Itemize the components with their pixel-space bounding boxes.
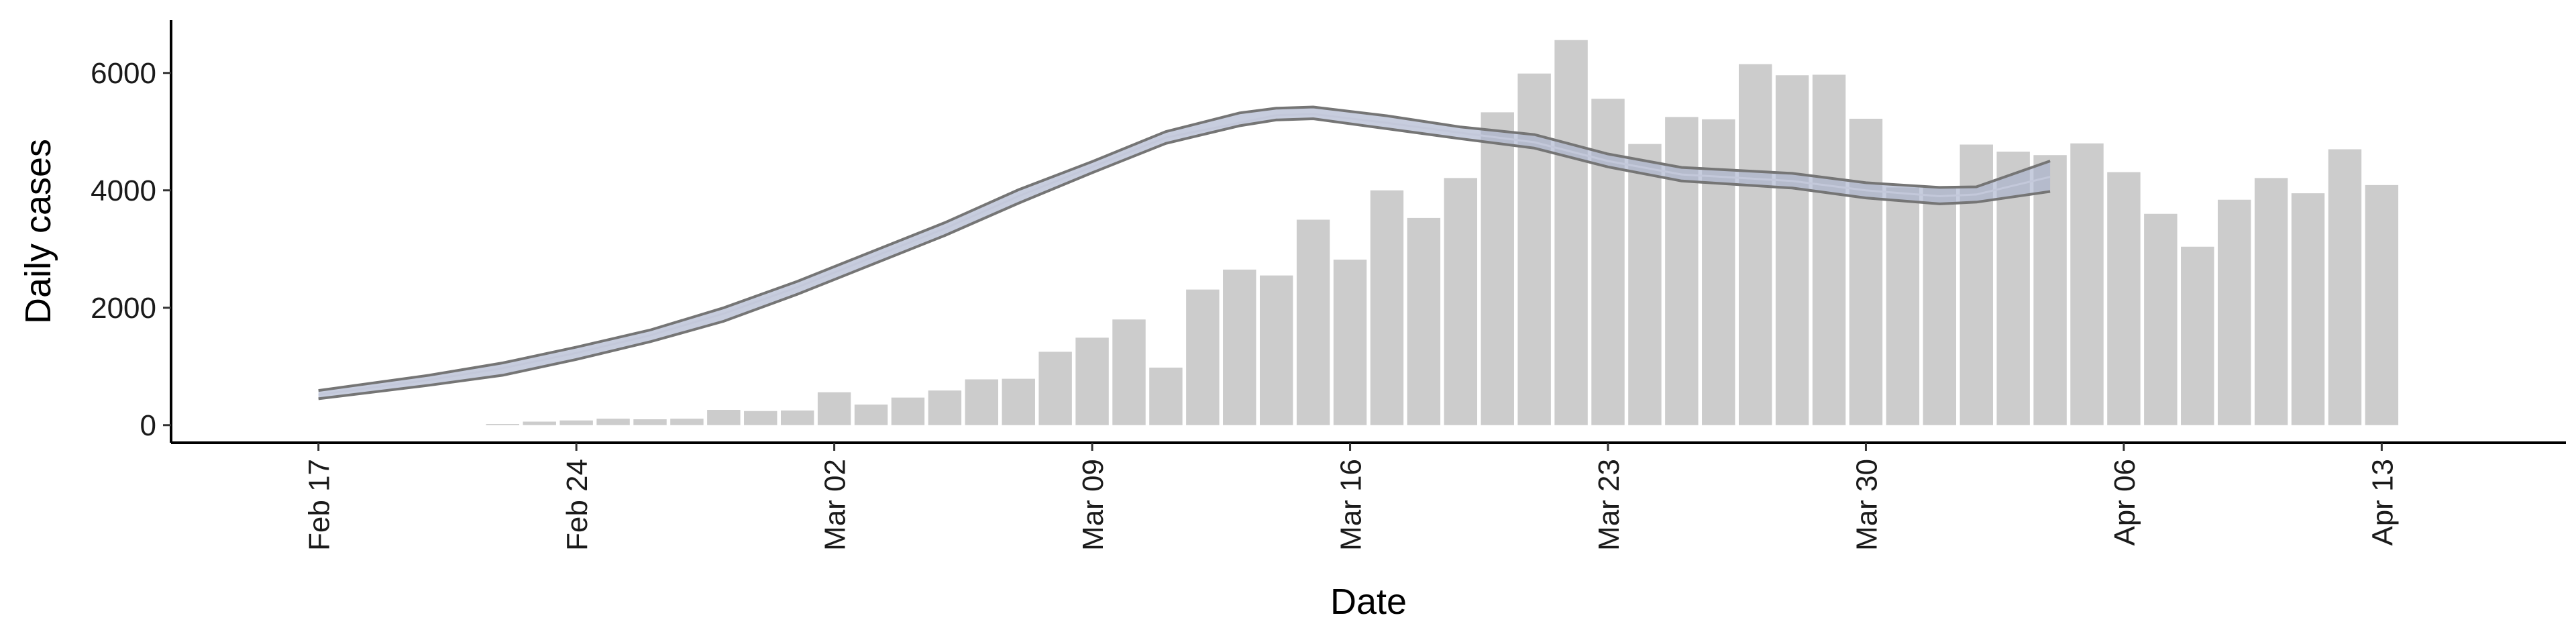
ribbon-layer	[318, 105, 2051, 400]
bar	[670, 419, 704, 425]
bar	[707, 410, 741, 425]
y-tick-label: 6000	[91, 57, 156, 90]
bar	[1186, 289, 1220, 425]
bar	[817, 392, 851, 425]
bar	[1444, 178, 1478, 425]
bar	[1812, 74, 1846, 425]
bar	[2328, 149, 2362, 425]
y-tick-label: 4000	[91, 174, 156, 207]
bar	[2291, 193, 2325, 425]
x-tick-label: Mar 09	[1077, 459, 1110, 551]
bar	[1259, 275, 1293, 425]
bar	[2144, 213, 2178, 425]
bar	[2033, 155, 2067, 425]
bar	[1591, 99, 1625, 425]
bar	[1554, 40, 1588, 425]
bars-layer	[486, 40, 2399, 425]
bar	[1407, 217, 1441, 425]
bar	[1628, 144, 1662, 425]
bar	[1075, 337, 1109, 425]
x-tick-label: Mar 23	[1593, 459, 1625, 551]
bar	[1738, 64, 1772, 425]
bar	[1333, 260, 1367, 425]
bar	[1775, 75, 1809, 425]
bar	[1223, 269, 1256, 425]
bar	[1849, 119, 1883, 425]
bar	[965, 379, 999, 425]
bar	[1112, 319, 1146, 425]
bar	[780, 410, 814, 425]
y-tick-label: 0	[140, 409, 156, 442]
bar	[744, 411, 777, 425]
bar	[1149, 368, 1183, 425]
bar	[596, 419, 630, 425]
bar	[2070, 143, 2104, 425]
bar	[891, 397, 925, 425]
bar	[2181, 246, 2214, 425]
bar	[486, 424, 520, 425]
bar	[1296, 219, 1330, 425]
x-tick-label: Mar 30	[1851, 459, 1884, 551]
upper-bound-line	[318, 105, 2051, 392]
x-tick-label: Feb 17	[303, 459, 336, 551]
y-axis-title: Daily cases	[18, 139, 58, 324]
x-tick-label: Mar 16	[1335, 459, 1368, 551]
x-tick-label: Mar 02	[819, 459, 852, 551]
estimate-line	[318, 113, 2051, 396]
x-axis-title: Date	[1330, 582, 1407, 622]
bar	[523, 421, 556, 425]
bar	[2365, 184, 2399, 425]
bar	[1002, 378, 1035, 425]
bar	[633, 419, 667, 425]
lower-bound-line	[318, 117, 2051, 400]
bar	[559, 420, 593, 425]
bar	[928, 390, 962, 425]
bar	[1702, 119, 1735, 425]
y-tick-label: 2000	[91, 292, 156, 325]
bar	[1370, 190, 1404, 425]
bar	[2217, 199, 2251, 425]
x-tick-label: Apr 13	[2366, 459, 2399, 546]
bar	[1481, 112, 1514, 425]
bar	[854, 405, 888, 425]
bar	[1665, 117, 1699, 425]
bar	[1886, 187, 1920, 425]
bar	[2107, 172, 2141, 425]
x-tick-label: Apr 06	[2108, 459, 2141, 546]
bar	[1517, 73, 1551, 425]
bar	[1923, 187, 1957, 425]
axes-layer: 0 2000 4000 6000 Feb 17 Feb 24 Mar 02 Mar 09 Mar…	[91, 20, 2566, 551]
x-tick-label: Feb 24	[561, 459, 594, 551]
bar	[2254, 178, 2288, 425]
bar	[1038, 352, 1072, 425]
